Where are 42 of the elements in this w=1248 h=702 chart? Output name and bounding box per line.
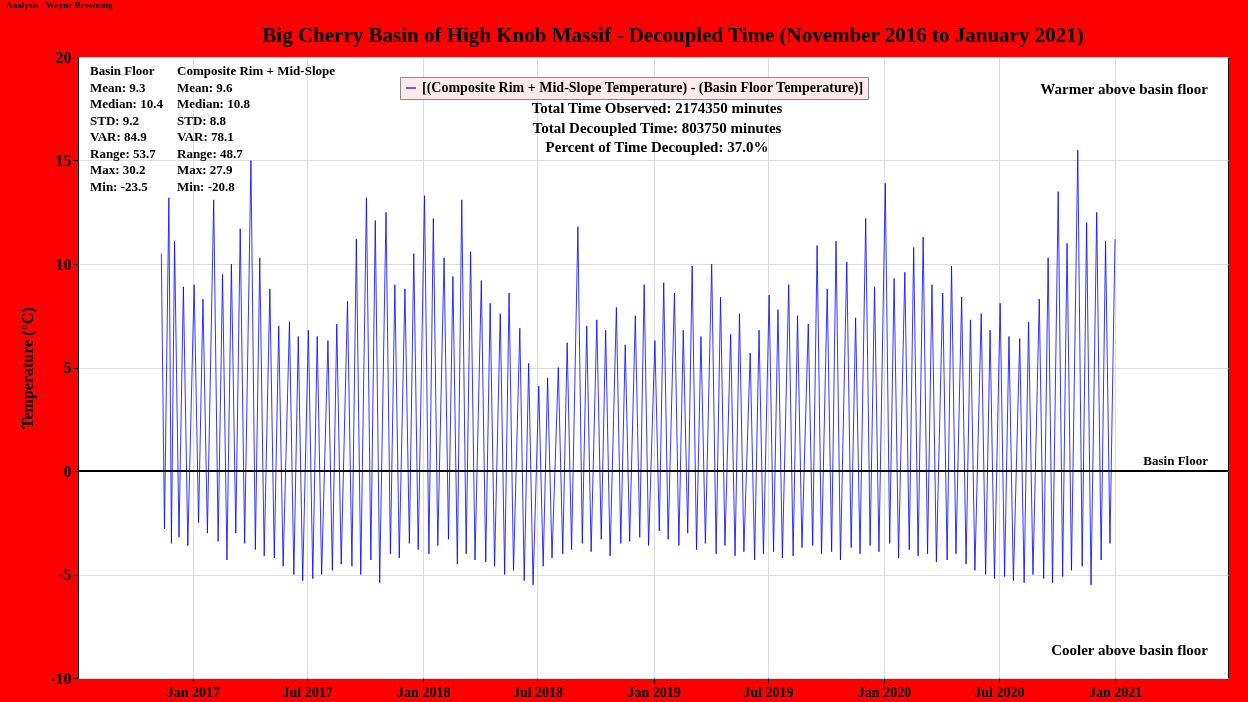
annotation: Mean: 9.3: [90, 79, 147, 95]
annotation: STD: 9.2: [90, 112, 140, 128]
annotation: Max: 30.2: [90, 162, 146, 177]
annotation: Min: -20.8: [177, 178, 236, 194]
x-tick-label: Jul 2017: [282, 684, 333, 700]
ref-line-label: Basin Floor: [1143, 453, 1209, 468]
annotation: Composite Rim + Mid-Slope: [177, 63, 336, 78]
legend-label: [(Composite Rim + Mid-Slope Temperature) - (Basin Floor Temperature)]: [422, 80, 864, 96]
annotation: Total Decoupled Time: 803750 minutes: [532, 119, 782, 136]
annotation: Warmer above basin floor: [1040, 81, 1209, 97]
annotation: Basin Floor: [90, 63, 155, 78]
chart-title: Big Cherry Basin of High Knob Massif - Decoupled Time (November 2016 to January 2021): [262, 23, 1084, 47]
y-tick-label: 15: [55, 152, 72, 169]
annotation: Max: 27.9: [177, 162, 234, 177]
x-tick-label: Jul 2018: [512, 684, 564, 700]
annotation: VAR: 78.1: [177, 129, 234, 144]
x-tick-label: Jan 2021: [1088, 684, 1143, 700]
annotation: Min: -23.5: [90, 178, 149, 194]
x-tick-label: Jul 2020: [974, 684, 1025, 700]
annotation: STD: 8.8: [177, 112, 227, 128]
y-tick-label: -10: [50, 669, 72, 687]
x-tick-label: Jan 2020: [857, 684, 912, 700]
annotation: Total Time Observed: 2174350 minutes: [531, 100, 783, 116]
y-tick-label: -5: [58, 566, 72, 583]
annotation: Median: 10.4: [90, 96, 164, 111]
text: Analysis - Wayne Browning: [6, 0, 113, 10]
y-tick-label: 5: [63, 359, 72, 376]
annotation: Cooler above basin floor: [1051, 642, 1209, 658]
y-tick-label: 0: [63, 462, 72, 480]
annotation: VAR: 84.9: [90, 129, 148, 144]
annotation: Percent of Time Decoupled: 37.0%: [545, 139, 769, 155]
annotation: Range: 53.7: [90, 145, 157, 161]
x-tick-label: Jan 2017: [166, 684, 221, 700]
y-tick-label: 20: [55, 48, 72, 66]
x-tick-label: Jan 2018: [397, 684, 451, 700]
y-tick-label: 10: [55, 255, 72, 273]
y-axis-title: Temperature (°C): [19, 307, 38, 429]
annotation: Mean: 9.6: [177, 79, 234, 95]
x-tick-label: Jan 2019: [627, 684, 681, 700]
annotation: Median: 10.8: [177, 96, 251, 111]
annotation: Range: 48.7: [177, 145, 244, 161]
x-tick-label: Jul 2019: [743, 684, 794, 700]
